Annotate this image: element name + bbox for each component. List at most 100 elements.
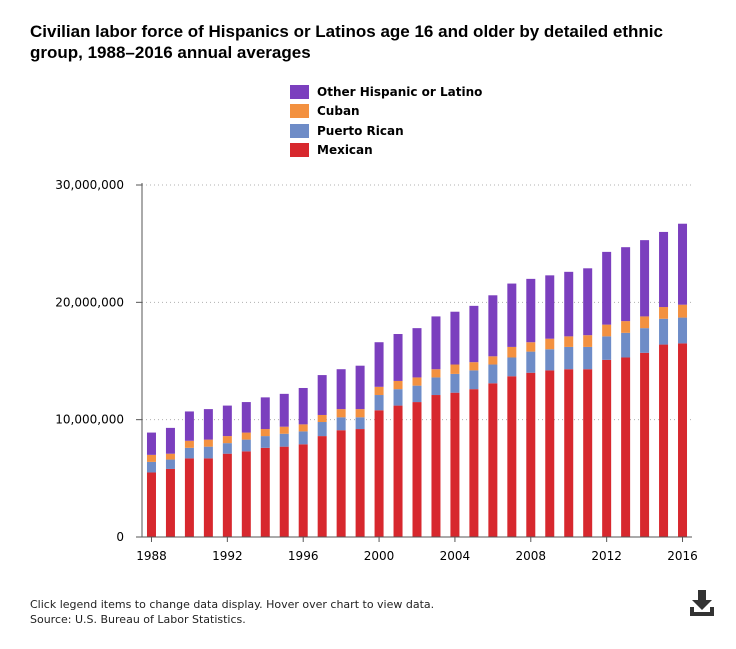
bar-segment-puerto-rican[interactable] [545,349,555,371]
bar-segment-other-hispanic-or-latino[interactable] [678,223,688,305]
bar-segment-puerto-rican[interactable] [279,433,289,447]
bar-segment-cuban[interactable] [317,414,327,423]
bar-segment-cuban[interactable] [545,338,555,350]
bar-segment-puerto-rican[interactable] [222,443,232,454]
bar-segment-mexican[interactable] [393,405,403,537]
bar-segment-puerto-rican[interactable] [659,318,669,345]
bar-segment-puerto-rican[interactable] [336,417,346,431]
legend-item-mexican[interactable]: Mexican [290,141,482,161]
bar-segment-mexican[interactable] [564,369,574,537]
bar-segment-cuban[interactable] [336,409,346,418]
bar-segment-other-hispanic-or-latino[interactable] [545,275,555,339]
bar-segment-mexican[interactable] [450,392,460,537]
bar-segment-mexican[interactable] [184,458,194,537]
bar-segment-mexican[interactable] [526,372,536,537]
bar-segment-other-hispanic-or-latino[interactable] [146,432,156,455]
bar-segment-mexican[interactable] [146,472,156,537]
bar-segment-other-hispanic-or-latino[interactable] [507,283,517,347]
bar-segment-other-hispanic-or-latino[interactable] [298,387,308,425]
bar-segment-puerto-rican[interactable] [317,422,327,437]
bar-segment-other-hispanic-or-latino[interactable] [317,375,327,415]
bar-segment-mexican[interactable] [659,344,669,537]
bar-segment-puerto-rican[interactable] [374,395,384,411]
bar-segment-mexican[interactable] [279,446,289,537]
bar-segment-other-hispanic-or-latino[interactable] [640,240,650,317]
bar-segment-puerto-rican[interactable] [526,351,536,373]
bar-segment-puerto-rican[interactable] [621,332,631,358]
bar-segment-other-hispanic-or-latino[interactable] [431,316,441,370]
bar-segment-puerto-rican[interactable] [564,346,574,370]
legend-item-puerto-rican[interactable]: Puerto Rican [290,121,482,141]
bar-segment-cuban[interactable] [488,356,498,365]
bar-segment-puerto-rican[interactable] [640,328,650,353]
bar-segment-cuban[interactable] [564,336,574,347]
bar-segment-cuban[interactable] [678,304,688,318]
bar-segment-cuban[interactable] [412,377,422,386]
bar-segment-other-hispanic-or-latino[interactable] [393,334,403,381]
bar-segment-other-hispanic-or-latino[interactable] [355,365,365,410]
bar-segment-cuban[interactable] [203,439,213,447]
bar-segment-puerto-rican[interactable] [507,357,517,377]
bar-segment-puerto-rican[interactable] [241,439,251,452]
bar-segment-cuban[interactable] [165,453,175,460]
bar-segment-other-hispanic-or-latino[interactable] [279,393,289,427]
bar-segment-puerto-rican[interactable] [583,346,593,370]
bar-segment-mexican[interactable] [602,359,612,537]
bar-segment-cuban[interactable] [241,432,251,440]
bar-segment-puerto-rican[interactable] [431,377,441,396]
bar-segment-other-hispanic-or-latino[interactable] [621,247,631,322]
bar-segment-cuban[interactable] [146,454,156,462]
bar-segment-cuban[interactable] [450,364,460,374]
bar-segment-mexican[interactable] [317,436,327,537]
bar-segment-cuban[interactable] [355,409,365,418]
bar-segment-puerto-rican[interactable] [393,389,403,406]
bar-segment-puerto-rican[interactable] [260,436,270,448]
bar-segment-puerto-rican[interactable] [412,385,422,403]
bar-segment-puerto-rican[interactable] [184,447,194,459]
bar-segment-mexican[interactable] [203,458,213,537]
bar-segment-mexican[interactable] [469,389,479,537]
download-icon[interactable] [688,588,716,618]
bar-segment-other-hispanic-or-latino[interactable] [184,411,194,441]
bar-segment-mexican[interactable] [412,402,422,537]
bar-segment-cuban[interactable] [602,324,612,337]
bar-segment-mexican[interactable] [640,352,650,537]
bar-segment-mexican[interactable] [222,453,232,537]
bar-segment-mexican[interactable] [678,343,688,537]
bar-segment-cuban[interactable] [526,342,536,352]
bar-segment-cuban[interactable] [279,426,289,434]
bar-segment-puerto-rican[interactable] [469,370,479,390]
bar-segment-cuban[interactable] [583,335,593,347]
bar-segment-cuban[interactable] [507,346,517,358]
bar-segment-cuban[interactable] [260,429,270,437]
legend-item-cuban[interactable]: Cuban [290,102,482,122]
bar-segment-mexican[interactable] [374,410,384,537]
bar-segment-mexican[interactable] [431,395,441,537]
bar-segment-cuban[interactable] [469,362,479,371]
bar-segment-other-hispanic-or-latino[interactable] [602,251,612,325]
bar-segment-mexican[interactable] [355,429,365,537]
bar-segment-other-hispanic-or-latino[interactable] [260,397,270,430]
bar-segment-puerto-rican[interactable] [488,364,498,384]
bar-segment-cuban[interactable] [222,436,232,444]
bar-segment-mexican[interactable] [241,451,251,537]
bar-segment-cuban[interactable] [640,316,650,329]
bar-segment-cuban[interactable] [621,321,631,333]
bar-segment-other-hispanic-or-latino[interactable] [526,278,536,343]
bar-segment-puerto-rican[interactable] [355,417,365,430]
bar-segment-other-hispanic-or-latino[interactable] [203,409,213,440]
bar-segment-cuban[interactable] [393,380,403,390]
bar-segment-cuban[interactable] [431,369,441,378]
bar-segment-cuban[interactable] [659,307,669,319]
bar-segment-mexican[interactable] [298,444,308,537]
bar-segment-cuban[interactable] [298,424,308,432]
bar-segment-puerto-rican[interactable] [298,431,308,445]
bar-segment-other-hispanic-or-latino[interactable] [165,427,175,454]
bar-segment-puerto-rican[interactable] [678,317,688,344]
bar-segment-other-hispanic-or-latino[interactable] [450,311,460,365]
bar-segment-other-hispanic-or-latino[interactable] [659,231,669,308]
bar-segment-other-hispanic-or-latino[interactable] [336,369,346,410]
bar-segment-puerto-rican[interactable] [450,373,460,393]
bar-segment-other-hispanic-or-latino[interactable] [374,342,384,387]
bar-segment-other-hispanic-or-latino[interactable] [412,328,422,378]
